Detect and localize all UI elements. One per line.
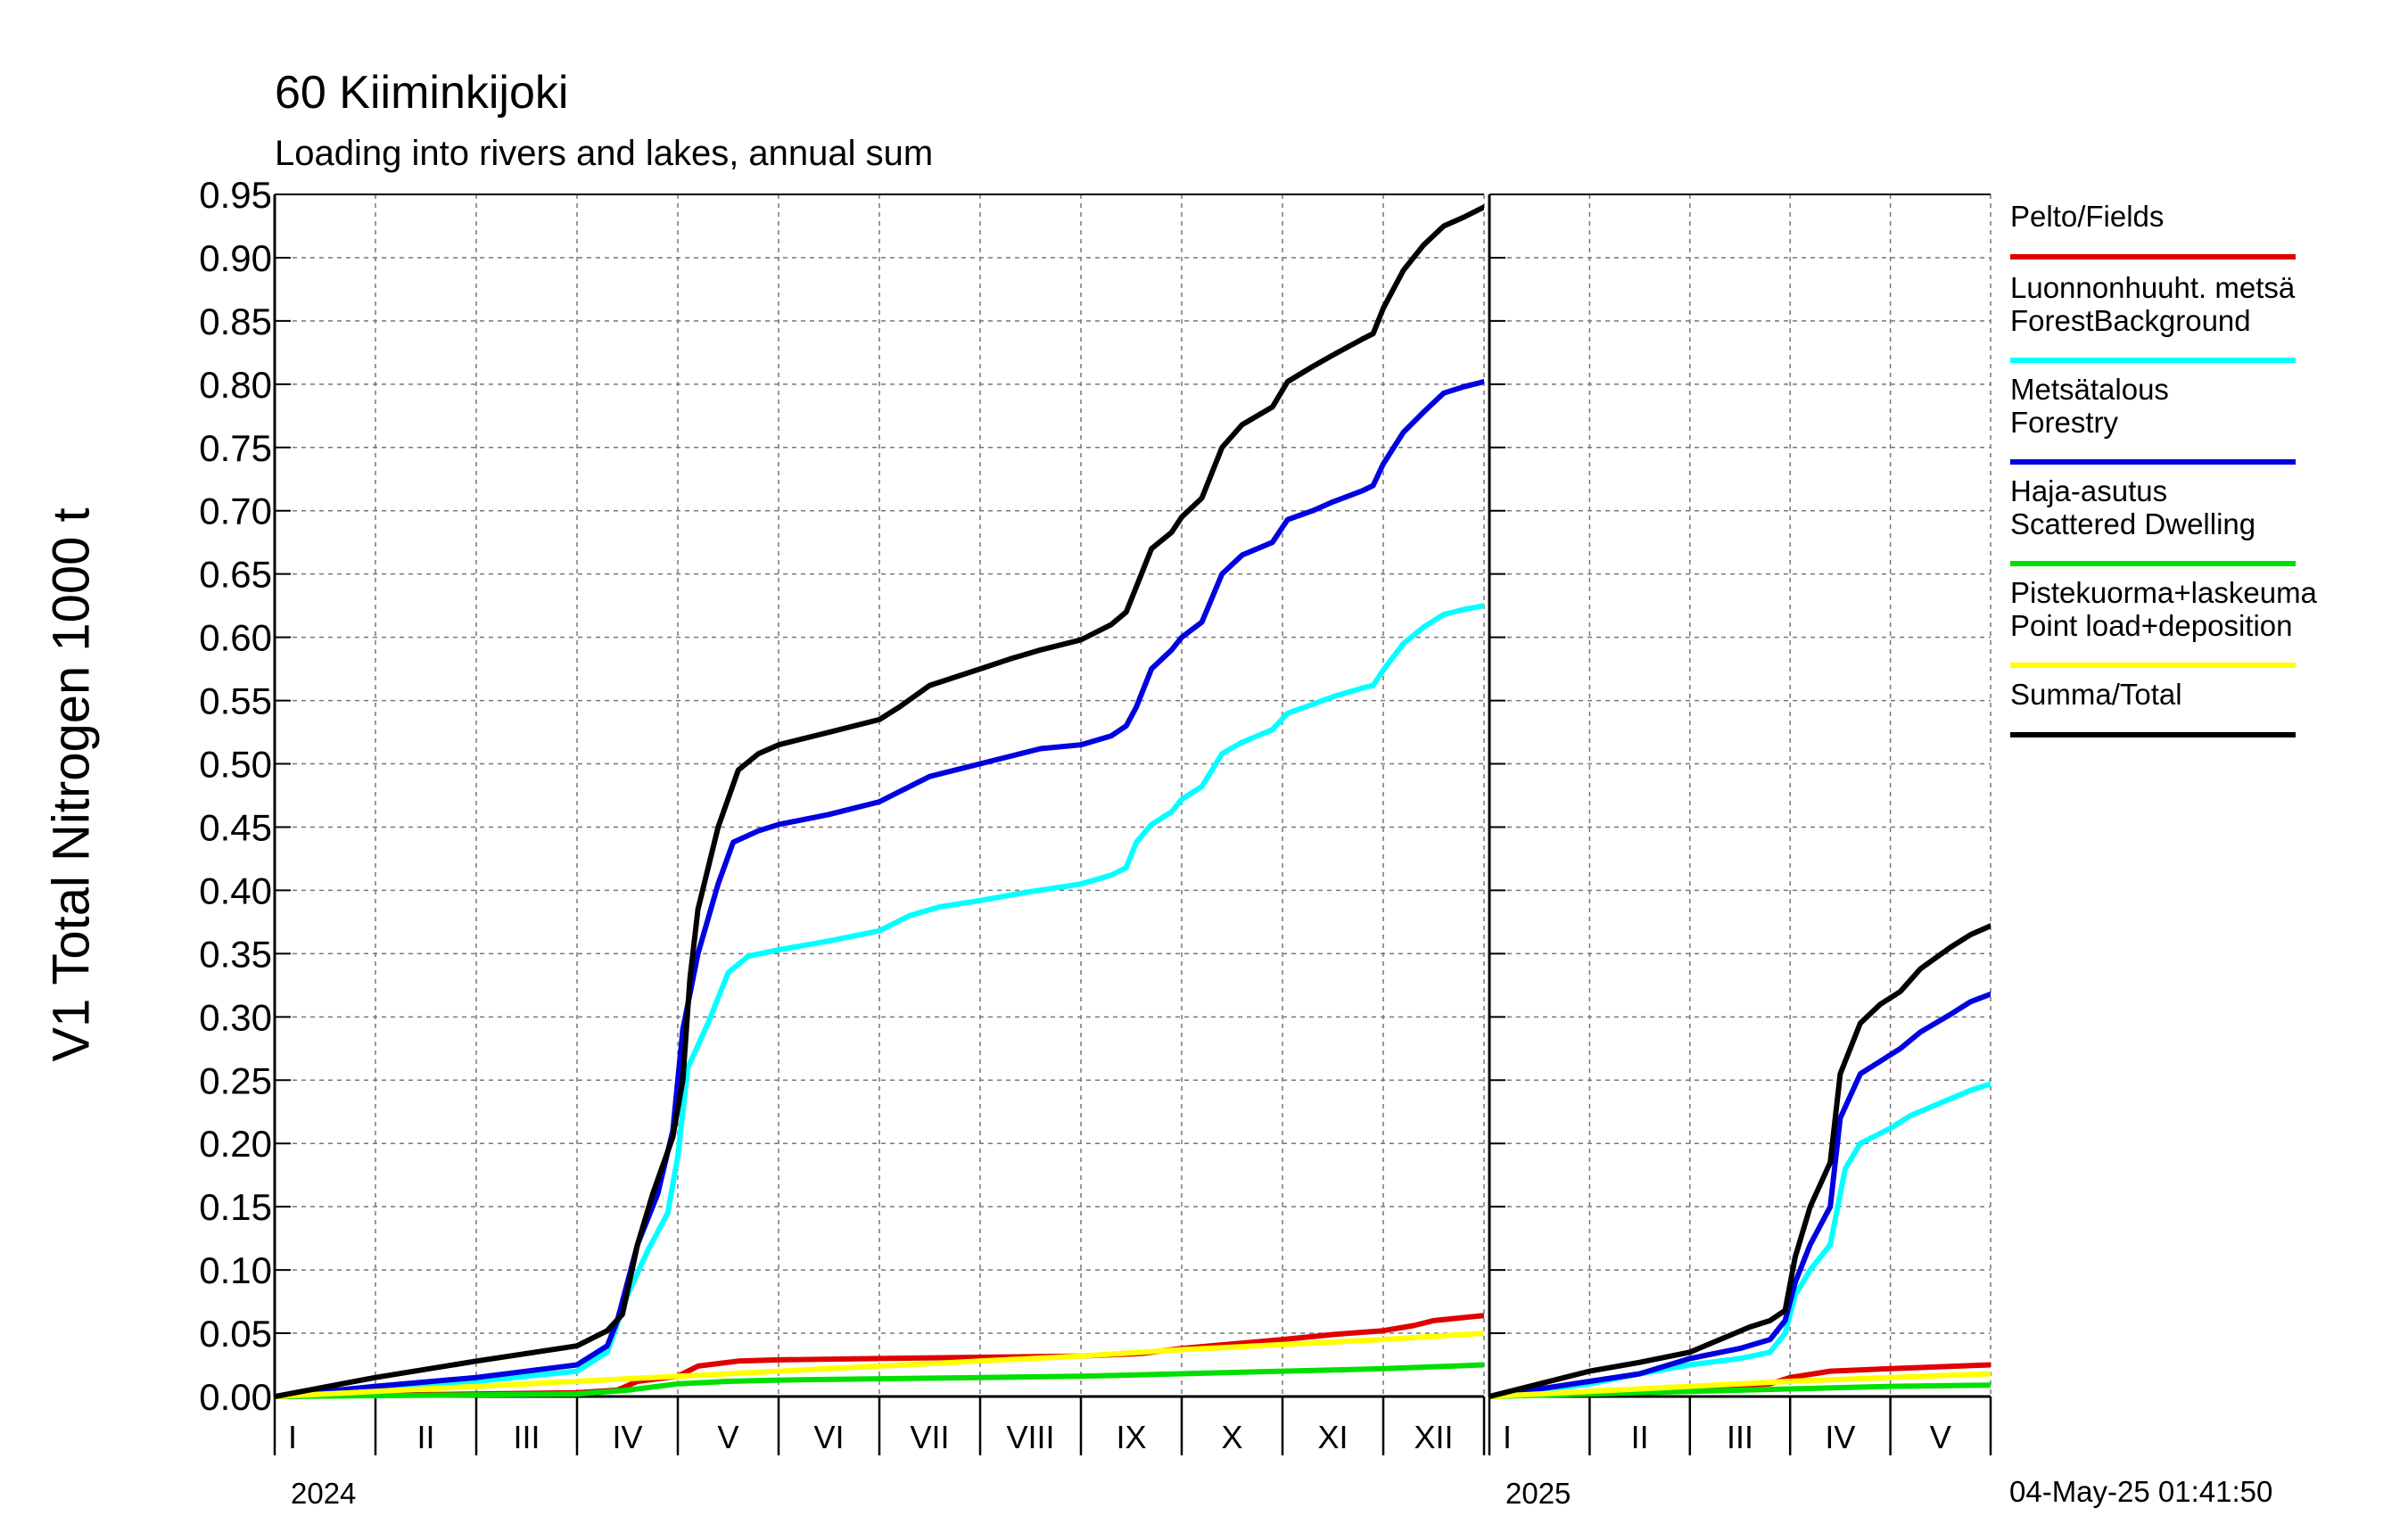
y-tick-label: 0.30 xyxy=(199,996,272,1038)
month-label: IV xyxy=(612,1419,642,1455)
y-tick-label: 0.85 xyxy=(199,301,272,342)
y-tick-label: 0.55 xyxy=(199,680,272,722)
y-tick-label: 0.05 xyxy=(199,1313,272,1355)
series-line-luonnonhuuht-mets-2024 xyxy=(275,603,1484,1399)
series-line-mets-talous-2024 xyxy=(275,379,1484,1399)
y-tick-label: 0.50 xyxy=(199,744,272,786)
series-line-haja-asutus-2024 xyxy=(275,1362,1484,1399)
y-tick-label: 0.70 xyxy=(199,490,272,532)
year-label: 2025 xyxy=(1505,1477,1571,1510)
y-tick-label: 0.00 xyxy=(199,1376,272,1418)
month-label: X xyxy=(1221,1419,1242,1455)
month-label: IX xyxy=(1116,1419,1146,1455)
month-label: II xyxy=(416,1419,434,1455)
series-line-pistekuorma-laskeuma-2025 xyxy=(1489,1371,1991,1399)
y-tick-label: 0.75 xyxy=(199,427,272,469)
y-tick-label: 0.45 xyxy=(199,806,272,848)
month-label: III xyxy=(513,1419,540,1455)
y-tick-label: 0.15 xyxy=(199,1186,272,1228)
series-line-pistekuorma-laskeuma-2024 xyxy=(275,1331,1484,1399)
y-tick-label: 0.95 xyxy=(199,174,272,216)
y-tick-label: 0.25 xyxy=(199,1059,272,1101)
series-line-pelto-fields-2024 xyxy=(275,1313,1484,1399)
y-tick-label: 0.35 xyxy=(199,933,272,975)
month-label: VI xyxy=(813,1419,844,1455)
legend-label: ForestBackground xyxy=(2010,304,2251,337)
month-label: VIII xyxy=(1006,1419,1054,1455)
month-label: XI xyxy=(1317,1419,1348,1455)
legend-label: Haja-asutus xyxy=(2010,474,2167,507)
month-label: II xyxy=(1631,1419,1649,1455)
chart-subtitle: Loading into rivers and lakes, annual su… xyxy=(275,134,934,173)
legend-label: Scattered Dwelling xyxy=(2010,507,2255,540)
legend-label: Luonnonhuuht. metsä xyxy=(2010,271,2296,304)
year-label: 2024 xyxy=(291,1477,356,1510)
month-label: XII xyxy=(1414,1419,1453,1455)
month-label: IV xyxy=(1825,1419,1855,1455)
month-label: I xyxy=(1503,1419,1512,1455)
month-label: VII xyxy=(910,1419,949,1455)
month-label: V xyxy=(717,1419,738,1455)
y-tick-label: 0.10 xyxy=(199,1249,272,1291)
month-label: V xyxy=(1930,1419,1951,1455)
legend-label: Pistekuorma+laskeuma xyxy=(2010,576,2318,609)
timestamp: 04-May-25 01:41:50 xyxy=(2009,1475,2273,1508)
y-tick-label: 0.40 xyxy=(199,869,272,911)
series-line-luonnonhuuht-mets-2025 xyxy=(1489,1081,1991,1399)
series-line-mets-talous-2025 xyxy=(1489,991,1991,1399)
series-line-summa-total-2024 xyxy=(275,204,1484,1399)
y-tick-label: 0.90 xyxy=(199,237,272,279)
month-label: I xyxy=(288,1419,297,1455)
y-tick-label: 0.80 xyxy=(199,364,272,406)
y-tick-label: 0.20 xyxy=(199,1123,272,1165)
legend-label: Pelto/Fields xyxy=(2010,200,2164,233)
legend-label: Summa/Total xyxy=(2010,678,2182,711)
y-tick-label: 0.60 xyxy=(199,617,272,659)
series-line-summa-total-2025 xyxy=(1489,923,1991,1399)
month-label: III xyxy=(1727,1419,1753,1455)
chart-title: 60 Kiiminkijoki xyxy=(275,67,569,119)
legend-label: Point load+deposition xyxy=(2010,609,2293,642)
legend-label: Forestry xyxy=(2010,406,2119,439)
plot-area-2025 xyxy=(1489,194,1991,1397)
legend-label: Metsätalous xyxy=(2010,373,2169,406)
y-tick-label: 0.65 xyxy=(199,554,272,596)
